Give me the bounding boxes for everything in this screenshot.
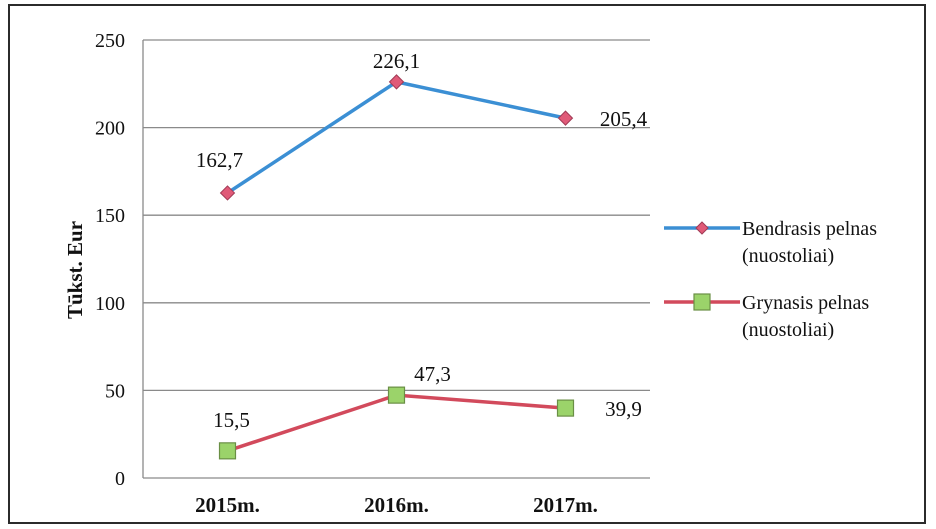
data-point-marker [218,442,237,460]
data-label: 47,3 [414,362,451,386]
data-label: 226,1 [373,49,420,73]
legend-label: Bendrasis pelnas [742,218,877,240]
series: 162,7 226,1 205,4 15,5 47,3 39,9 [196,49,648,460]
gridlines [142,39,650,479]
legend-marker [695,221,709,235]
y-axis-ticks: 0 50 100 150 200 250 [95,30,125,490]
data-label: 39,9 [605,397,642,421]
y-tick-label: 50 [105,380,125,402]
chart-frame: 0 50 100 150 200 250 Tūkst. Eur 2015m. 2016m. 2… [8,4,926,524]
x-axis-ticks: 2015m. 2016m. 2017m. [195,493,598,517]
y-tick-label: 200 [95,118,125,140]
legend: Bendrasis pelnas(nuostoliai)Grynasis pel… [664,218,877,341]
series-2: 15,5 47,3 39,9 [213,362,642,460]
y-tick-label: 250 [95,30,125,52]
data-point-marker [387,386,406,404]
legend-entry-2: Grynasis pelnas (nuostoliai) [664,292,869,341]
data-point-marker [556,399,575,417]
data-point-marker [557,110,574,126]
data-label: 205,4 [600,107,648,131]
legend-marker [693,293,711,311]
data-point-marker [388,74,405,90]
x-tick-label: 2016m. [364,493,429,517]
data-label: 162,7 [196,148,243,172]
series-line [226,80,566,195]
x-tick-label: 2015m. [195,493,260,517]
legend-label: (nuostoliai) [742,245,834,267]
series-1: 162,7 226,1 205,4 [196,49,648,201]
y-tick-label: 150 [95,205,125,227]
y-tick-label: 0 [115,468,125,490]
x-tick-label: 2017m. [533,493,598,517]
data-point-marker [219,185,236,201]
data-label: 15,5 [213,408,250,432]
y-axis-title: Tūkst. Eur [63,221,87,319]
legend-label: Grynasis pelnas [742,292,869,314]
legend-entry-1: Bendrasis pelnas (nuostoliai) [664,218,877,267]
legend-label: (nuostoliai) [742,319,834,341]
y-tick-label: 100 [95,293,125,315]
